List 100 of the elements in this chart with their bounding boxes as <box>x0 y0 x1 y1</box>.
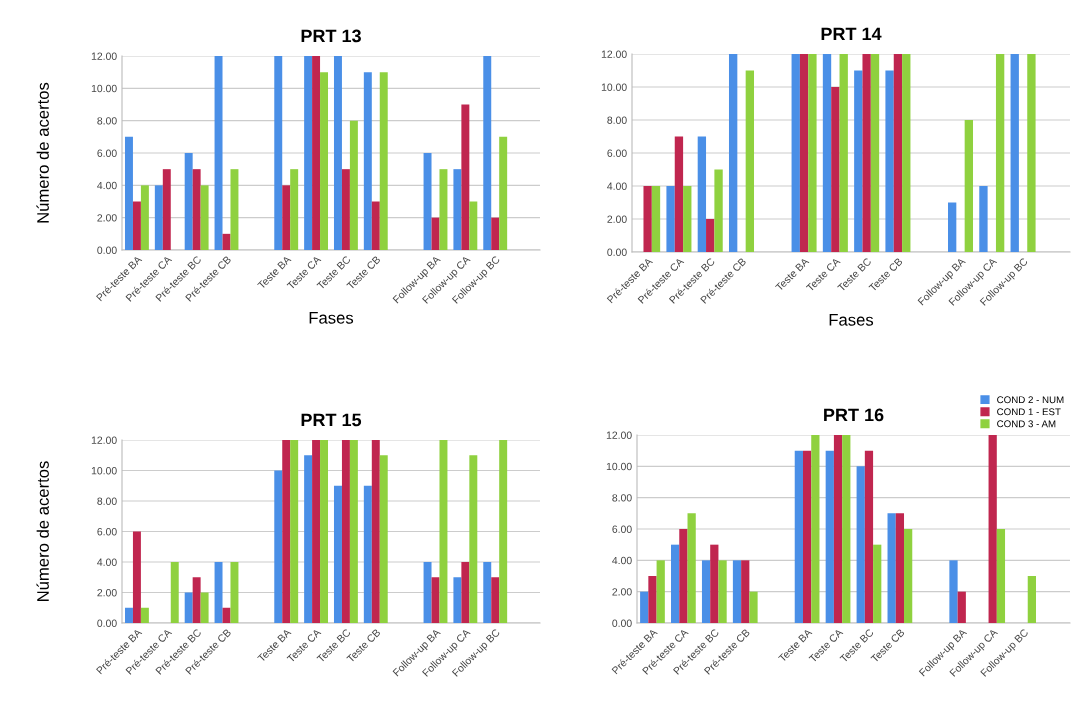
bar <box>870 54 880 252</box>
bar <box>282 185 291 250</box>
bar <box>714 169 723 252</box>
bar <box>701 560 711 623</box>
chart-title: PRT 15 <box>301 413 362 427</box>
bar <box>491 217 500 250</box>
bar <box>320 72 329 250</box>
y-tick-label: 4.00 <box>97 558 117 566</box>
bar <box>799 54 809 252</box>
bar <box>679 529 688 623</box>
bar <box>957 591 966 623</box>
bar <box>802 450 812 623</box>
bar <box>728 54 738 252</box>
bar <box>371 201 380 250</box>
bar <box>873 544 882 623</box>
bar <box>214 56 223 250</box>
bar <box>808 54 817 252</box>
bar <box>349 440 358 623</box>
bar <box>341 440 350 623</box>
bar <box>895 513 905 623</box>
bar <box>200 185 209 250</box>
bar <box>666 186 675 252</box>
bar <box>230 562 239 623</box>
bar <box>379 72 388 250</box>
bar <box>333 485 342 623</box>
y-tick-label: 0.00 <box>612 619 632 627</box>
bar <box>710 544 719 623</box>
bar <box>290 440 299 623</box>
bar <box>947 202 957 252</box>
bar <box>453 169 462 250</box>
bar <box>483 562 492 623</box>
bar <box>312 56 321 250</box>
bar <box>469 201 478 250</box>
bar <box>651 186 661 252</box>
bar <box>154 185 163 250</box>
bar <box>864 450 874 623</box>
y-tick-label: 10.00 <box>601 83 627 91</box>
bar <box>290 169 299 250</box>
bar <box>745 70 755 252</box>
bar <box>791 54 800 252</box>
bar <box>170 562 179 623</box>
bar <box>499 440 508 623</box>
y-tick-label: 12.00 <box>91 52 117 60</box>
y-tick-label: 12.00 <box>91 436 117 444</box>
bar <box>854 70 863 252</box>
bar <box>811 435 820 623</box>
y-tick-label: 6.00 <box>607 149 627 157</box>
bar <box>643 186 652 252</box>
bar <box>124 136 133 250</box>
y-tick-label: 12.00 <box>606 431 632 439</box>
bar <box>184 153 193 250</box>
bar <box>132 531 141 623</box>
chart-title: PRT 14 <box>821 27 882 41</box>
bar <box>825 450 834 623</box>
bar <box>749 591 758 623</box>
bar <box>706 219 715 252</box>
legend-label: COND 1 - EST <box>997 408 1061 416</box>
bar <box>718 560 727 623</box>
y-tick-label: 6.00 <box>612 525 632 533</box>
bar <box>949 560 958 623</box>
bar <box>656 560 665 623</box>
bar <box>461 562 470 623</box>
bar <box>439 440 448 623</box>
y-tick-label: 4.00 <box>607 182 627 190</box>
bar <box>979 186 988 252</box>
bar <box>230 169 239 250</box>
bar <box>453 577 462 623</box>
bar <box>333 56 342 250</box>
bar <box>304 455 313 623</box>
bar <box>379 455 388 623</box>
y-axis-title: Número de acertos <box>36 82 49 223</box>
y-tick-label: 2.00 <box>97 214 117 222</box>
bar <box>200 592 209 623</box>
bar <box>423 562 432 623</box>
bar <box>363 72 372 250</box>
bar <box>842 435 851 623</box>
bar <box>862 54 871 252</box>
y-tick-label: 10.00 <box>606 462 632 471</box>
legend-label: COND 2 - NUM <box>997 396 1064 404</box>
bar <box>964 120 974 252</box>
bar <box>640 591 649 623</box>
bar <box>124 607 133 623</box>
bar <box>140 185 149 250</box>
bar <box>674 136 684 252</box>
y-tick-label: 0.00 <box>97 619 117 627</box>
y-tick-label: 2.00 <box>607 215 627 223</box>
y-tick-label: 8.00 <box>607 116 627 124</box>
bar <box>461 104 470 250</box>
y-tick-label: 2.00 <box>612 588 632 596</box>
bar <box>274 56 283 250</box>
bar <box>371 440 380 623</box>
bar <box>162 169 171 250</box>
bar <box>671 544 680 623</box>
bar <box>1027 54 1036 252</box>
bar <box>904 529 913 623</box>
bar <box>697 136 707 252</box>
bar <box>887 513 896 623</box>
bar <box>304 56 313 250</box>
bar <box>822 54 832 252</box>
bar <box>312 440 321 623</box>
